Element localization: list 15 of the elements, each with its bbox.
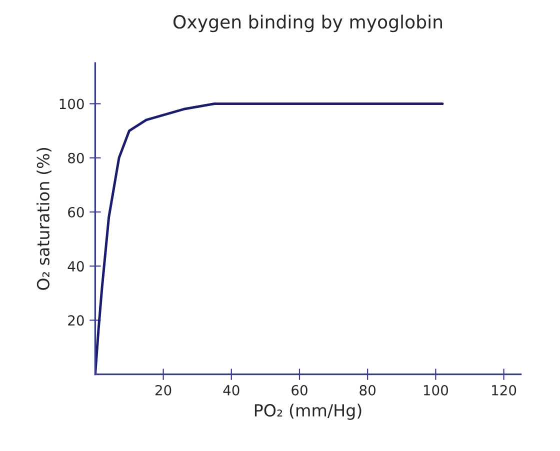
- x-tick-label: 100: [424, 384, 448, 396]
- y-tick-label: 100: [60, 98, 84, 110]
- x-tick-label: 80: [360, 384, 376, 396]
- x-tick-label: 120: [492, 384, 516, 396]
- y-tick-label: 20: [68, 315, 84, 326]
- x-tick-label: 40: [223, 384, 240, 396]
- y-axis-title: O₂ saturation (%): [36, 148, 52, 290]
- chart-title: Oxygen binding by myoglobin: [173, 14, 442, 32]
- x-tick-label: 20: [155, 384, 172, 396]
- y-tick-label: 60: [68, 206, 84, 218]
- y-tick-label: 80: [68, 152, 84, 164]
- y-tick-label: 40: [68, 261, 84, 272]
- line-series: [95, 102, 444, 374]
- x-axis-title: PO₂ (mm/Hg): [254, 404, 362, 420]
- x-tick-label: 60: [292, 384, 308, 396]
